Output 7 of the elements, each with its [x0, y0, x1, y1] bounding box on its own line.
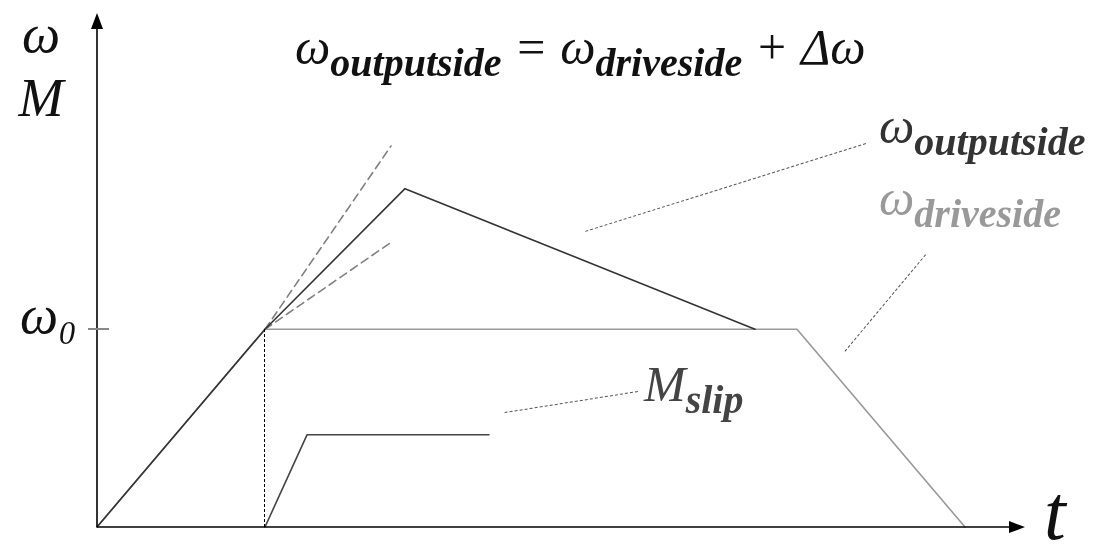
chart-title: ω$_{outputside}$ = ω$_{driveside}$ + Δω [295, 19, 866, 85]
text: ω$_{outputside}$ [879, 98, 1086, 164]
x-axis-title: t [1044, 469, 1066, 552]
text: M$_{slip}$ [644, 356, 744, 422]
text: ω₀ [20, 284, 77, 348]
text: ω$_{driveside}$ [879, 170, 1061, 236]
y-axis-title: ω M [17, 3, 67, 130]
